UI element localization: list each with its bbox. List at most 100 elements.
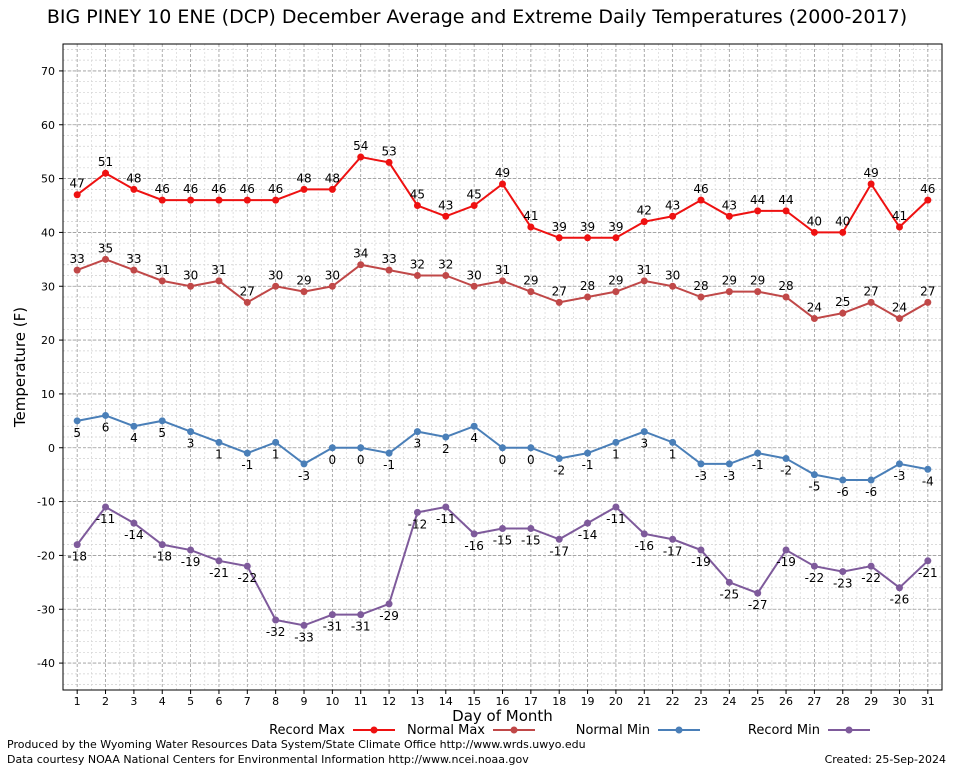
chart-title: BIG PINEY 10 ENE (DCP) December Average …	[46, 6, 908, 28]
data-point	[73, 541, 81, 549]
x-tick-label: 20	[609, 695, 623, 708]
legend-marker	[845, 726, 853, 734]
data-label: 27	[863, 284, 878, 298]
data-point	[895, 584, 903, 592]
data-point	[584, 519, 592, 527]
data-label: -2	[553, 464, 565, 478]
data-label: 34	[353, 247, 368, 261]
data-point	[300, 621, 308, 629]
x-tick-label: 3	[130, 695, 137, 708]
data-point	[867, 298, 875, 306]
data-label: 3	[640, 437, 648, 451]
data-point	[73, 266, 81, 274]
data-point	[187, 282, 195, 290]
data-point	[499, 180, 506, 188]
data-point	[697, 460, 705, 468]
data-label: 1	[272, 447, 280, 461]
data-label: -6	[837, 485, 849, 499]
data-point	[158, 417, 166, 425]
data-point	[413, 508, 421, 516]
data-point	[215, 438, 223, 446]
legend-label: Record Max	[269, 723, 345, 738]
data-point	[612, 288, 620, 296]
data-point	[73, 417, 81, 425]
data-label: 42	[637, 204, 652, 218]
data-label: -15	[493, 534, 513, 548]
data-point	[754, 207, 762, 215]
major-grid	[63, 44, 942, 690]
data-label: -31	[351, 620, 371, 634]
data-label: 5	[73, 426, 81, 440]
data-label: 2	[442, 442, 450, 456]
data-point	[584, 293, 592, 301]
data-point	[782, 455, 790, 463]
data-point	[102, 169, 110, 177]
data-point	[839, 309, 847, 317]
data-point	[725, 288, 733, 296]
data-label: 43	[665, 198, 680, 212]
data-label: -18	[152, 550, 172, 564]
data-label: -33	[294, 630, 314, 644]
x-tick-label: 4	[159, 695, 166, 708]
data-point	[725, 578, 733, 586]
data-label: 29	[608, 274, 623, 288]
data-point	[413, 202, 421, 209]
data-label: 32	[410, 257, 425, 271]
data-label: -1	[752, 458, 764, 472]
data-label: -31	[323, 620, 343, 634]
data-point	[328, 282, 336, 290]
x-tick-label: 18	[552, 695, 566, 708]
data-label: -6	[865, 485, 877, 499]
data-label: 51	[98, 155, 113, 169]
x-tick-label: 9	[301, 695, 308, 708]
data-label: 28	[580, 279, 595, 293]
data-label: -18	[67, 550, 87, 564]
data-point	[413, 428, 421, 436]
data-point	[102, 503, 110, 511]
data-point	[158, 277, 166, 285]
data-point	[385, 266, 393, 274]
y-tick-label: -30	[37, 603, 55, 616]
legend-item: Record Min	[748, 723, 870, 738]
data-point	[867, 180, 875, 188]
data-label: 0	[527, 453, 535, 467]
data-label: 40	[807, 214, 822, 228]
legend: Record Max Normal Max Normal Min Record Min	[269, 723, 870, 738]
data-label: 33	[381, 252, 396, 266]
data-point	[839, 476, 847, 484]
data-label: 48	[126, 171, 141, 185]
y-tick-label: 20	[41, 334, 55, 347]
x-tick-label: 7	[244, 695, 251, 708]
data-point	[640, 428, 648, 436]
data-label: 32	[438, 257, 453, 271]
data-point	[328, 185, 336, 193]
data-point	[555, 455, 563, 463]
data-point	[810, 315, 818, 323]
data-point	[442, 212, 450, 220]
data-label: 48	[296, 171, 311, 185]
data-label: -3	[298, 469, 310, 483]
y-tick-label: 50	[41, 173, 55, 186]
data-point	[527, 223, 535, 231]
data-point	[669, 438, 677, 446]
data-point	[187, 196, 195, 204]
data-label: 30	[665, 268, 680, 282]
legend-marker	[675, 726, 683, 734]
x-tick-label: 6	[215, 695, 222, 708]
data-point	[357, 444, 365, 452]
data-label: 27	[920, 284, 935, 298]
data-point	[243, 298, 251, 306]
x-tick-label: 30	[892, 695, 906, 708]
data-label: 27	[552, 284, 567, 298]
x-tick-label: 31	[921, 695, 935, 708]
data-label: 30	[268, 268, 283, 282]
legend-item: Normal Max	[407, 723, 535, 738]
data-point	[102, 255, 110, 263]
data-label: -27	[748, 598, 768, 612]
data-point	[442, 433, 450, 441]
x-tick-label: 1	[74, 695, 81, 708]
data-label: 3	[414, 437, 422, 451]
data-label: 0	[329, 453, 337, 467]
